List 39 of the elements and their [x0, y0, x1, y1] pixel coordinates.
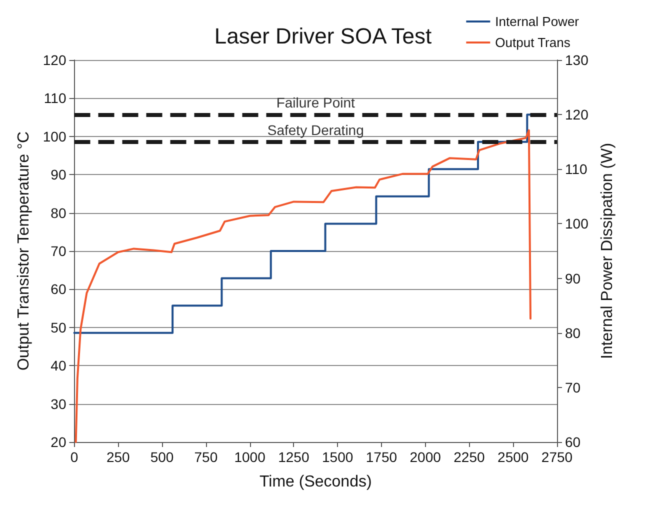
y2-tick-label: 100 — [565, 216, 589, 232]
y2-tick-label: 80 — [565, 324, 581, 341]
legend-label: Output Trans — [495, 35, 571, 50]
x-axis-title: Time (Seconds) — [259, 474, 372, 490]
x-tick-label: 1750 — [366, 449, 398, 465]
y-tick-label: 90 — [50, 166, 66, 183]
y-tick-label: 40 — [50, 358, 66, 374]
legend-label: Internal Power — [495, 14, 580, 29]
x-tick-label: 1000 — [234, 449, 266, 465]
y2-tick-label: 70 — [565, 379, 581, 396]
x-tick-label: 1500 — [322, 449, 354, 465]
x-tick-label: 2750 — [541, 449, 573, 465]
y2-tick-label: 130 — [565, 52, 589, 68]
y2-tick-label: 90 — [565, 270, 581, 286]
ref-line-label: Safety Derating — [267, 122, 364, 138]
x-tick-label: 0 — [70, 449, 78, 465]
chart-title: Laser Driver SOA Test — [214, 24, 432, 48]
x-tick-label: 2500 — [498, 449, 529, 465]
y2-axis-title: Internal Power Dissipation (W) — [598, 142, 616, 360]
y-tick-label: 110 — [44, 90, 66, 106]
y-tick-label: 100 — [42, 128, 66, 144]
y2-tick-label: 120 — [565, 106, 589, 123]
x-tick-label: 250 — [106, 449, 130, 465]
x-tick-label: 2250 — [454, 449, 486, 465]
y-tick-label: 20 — [50, 434, 66, 450]
x-tick-label: 500 — [150, 449, 174, 465]
y-tick-label: 80 — [50, 204, 66, 221]
x-tick-label: 2000 — [410, 449, 442, 465]
y-tick-label: 30 — [50, 396, 66, 412]
y-tick-label: 120 — [42, 52, 66, 68]
y2-tick-label: 110 — [565, 161, 588, 178]
y2-tick-label: 60 — [565, 434, 581, 450]
ref-line-label: Failure Point — [276, 94, 356, 111]
x-tick-label: 750 — [194, 449, 218, 465]
y-tick-label: 50 — [50, 319, 66, 336]
y-tick-label: 70 — [50, 243, 66, 259]
y-axis-title: Output Transistor Temperature °C — [16, 131, 32, 371]
x-tick-label: 1250 — [278, 449, 310, 465]
y-tick-label: 60 — [50, 281, 66, 298]
